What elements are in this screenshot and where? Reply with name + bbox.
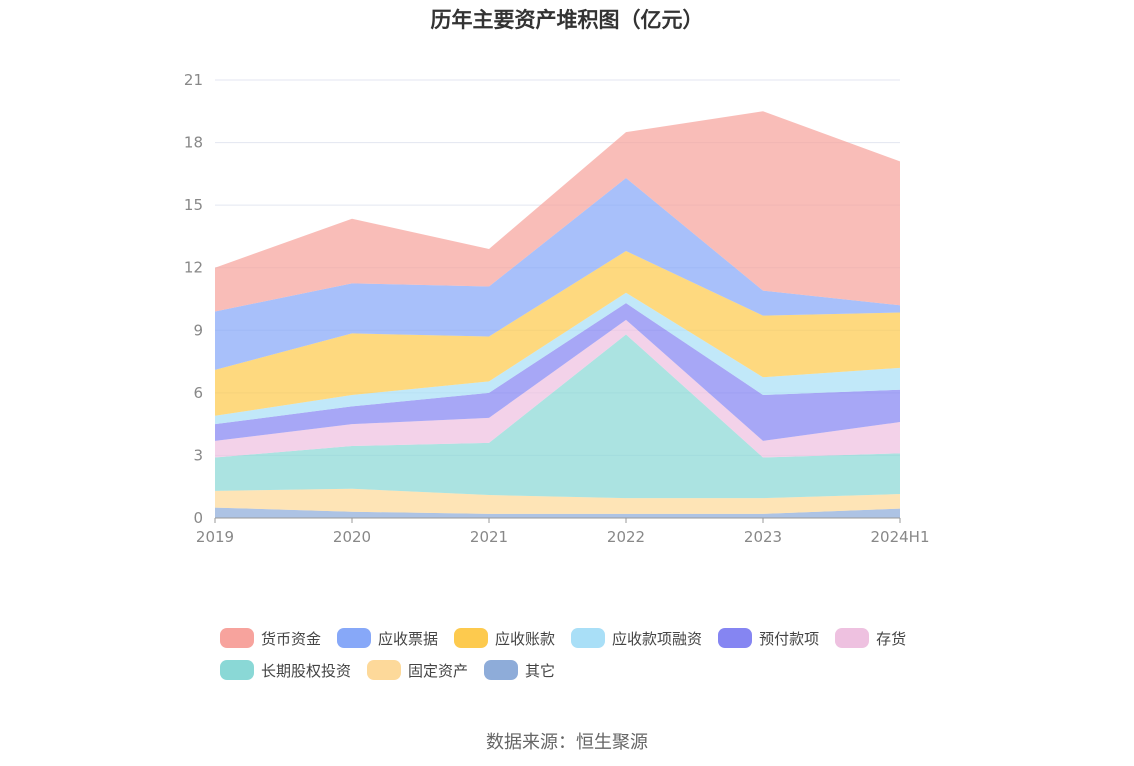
legend-swatch [718,628,753,648]
x-tick-label: 2019 [196,528,234,546]
legend-label: 固定资产 [408,661,469,680]
area-series-2 [215,334,900,499]
legend-label: 应收票据 [378,629,439,648]
legend-item[interactable]: 应收票据 [337,628,438,648]
legend-item[interactable]: 预付款项 [718,628,819,648]
legend-swatch [835,628,870,648]
x-tick-label: 2021 [470,528,508,546]
area-series-3 [215,319,900,458]
legend-swatch [220,628,254,648]
legend-item[interactable]: 长期股权投资 [220,660,351,680]
legend-label: 应收款项融资 [612,629,703,648]
x-tick-label: 2024H1 [871,528,930,546]
legend-swatch [484,660,519,680]
legend-item[interactable]: 固定资产 [367,660,468,680]
area-series-5 [215,292,900,425]
area-series-4 [215,303,900,441]
y-tick-label: 0 [193,509,203,527]
area-series-6 [215,251,900,416]
legend-swatch [367,660,402,680]
legend-item[interactable]: 应收款项融资 [571,628,702,648]
legend-label: 应收账款 [495,629,556,648]
y-tick-label: 18 [184,134,203,152]
y-tick-label: 9 [193,321,203,339]
x-tick-label: 2023 [744,528,782,546]
stacked-area-chart: 0 3 6 9 12 15 18 21 2019 2020 2021 2022 2023 2024H1 [184,71,930,546]
legend-item[interactable]: 货币资金 [220,628,321,648]
y-tick-label: 15 [184,196,203,214]
chart-title: 历年主要资产堆积图（亿元） [430,8,704,32]
legend-label: 其它 [525,661,556,680]
legend-label: 预付款项 [759,629,820,648]
legend-item[interactable]: 应收账款 [454,628,555,648]
y-tick-label: 6 [193,384,203,402]
area-layer [215,111,900,518]
legend-label: 货币资金 [261,629,322,648]
data-source: 数据来源：恒生聚源 [486,732,648,753]
legend-label: 长期股权投资 [261,661,352,680]
legend-item[interactable]: 存货 [835,628,906,648]
area-series-0 [215,507,900,518]
legend-swatch [220,660,254,680]
legend-item[interactable]: 其它 [484,660,555,680]
area-series-7 [215,178,900,370]
x-tick-label: 2022 [607,528,645,546]
legend-label: 存货 [876,629,907,648]
legend: 货币资金 应收票据 应收账款 应收款项融资 预付款项 存货长期股权投资 固定资产 其它 [220,628,940,692]
y-tick-label: 3 [193,446,203,464]
area-series-1 [215,488,900,514]
legend-swatch [337,628,372,648]
x-tick-label: 2020 [333,528,371,546]
y-tick-label: 12 [184,259,203,277]
legend-swatch [454,628,489,648]
axes: 0 3 6 9 12 15 18 21 2019 2020 2021 2022 2023 2024H1 [184,71,930,546]
y-tick-label: 21 [184,71,203,89]
area-series-8 [215,111,900,312]
legend-swatch [571,628,606,648]
